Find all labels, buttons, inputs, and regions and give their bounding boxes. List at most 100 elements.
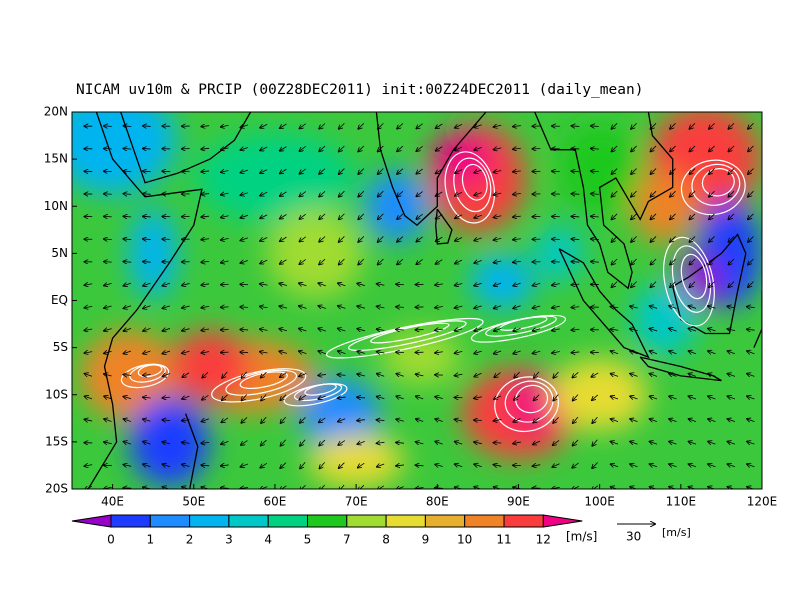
wind-arrow — [455, 215, 463, 219]
wind-arrow — [650, 236, 657, 242]
wind-arrow — [143, 419, 151, 421]
wind-arrow — [221, 417, 229, 422]
wind-arrow — [378, 168, 384, 175]
wind-arrow — [318, 374, 327, 375]
field-patch — [470, 254, 535, 309]
colorbar-label: 4 — [264, 533, 272, 547]
colorbar-label: 5 — [304, 533, 312, 547]
wind-arrow — [611, 351, 619, 354]
wind-arrow — [650, 123, 657, 129]
wind-arrow — [493, 238, 502, 240]
wind-arrow — [261, 394, 267, 401]
wind-arrow — [708, 441, 716, 444]
wind-arrow — [279, 283, 288, 285]
wind-arrow — [474, 328, 482, 331]
wind-arrow — [513, 328, 521, 331]
colorbar-box — [503, 514, 544, 528]
wind-arrow — [123, 351, 132, 354]
wind-arrow — [123, 283, 132, 286]
wind-arrow — [709, 213, 715, 220]
wind-arrow — [669, 419, 677, 422]
wind-arrow — [572, 372, 579, 377]
wind-arrow — [182, 442, 190, 443]
wind-arrow — [591, 239, 599, 240]
wind-arrow — [611, 145, 618, 152]
wind-arrow — [514, 394, 521, 400]
coast-india — [375, 112, 487, 226]
wind-arrow — [104, 262, 112, 263]
wind-arrow — [688, 396, 697, 399]
wind-arrow — [650, 281, 657, 288]
wind-arrow — [513, 239, 521, 240]
wind-arrow — [709, 168, 715, 175]
wind-arrow — [162, 374, 171, 377]
wind-arrow — [630, 351, 638, 354]
wind-arrow — [318, 328, 326, 331]
wind-arrow — [709, 123, 715, 129]
wind-arrow — [670, 190, 676, 197]
wind-arrow — [708, 329, 716, 331]
wind-arrow — [143, 262, 151, 263]
wind-arrow — [532, 329, 541, 331]
wind-arrow — [573, 416, 579, 423]
wind-arrow — [727, 441, 736, 444]
wind-arrow — [357, 420, 366, 421]
wind-arrow — [611, 419, 619, 422]
y-tick-label: 10N — [44, 199, 68, 213]
wind-arrow — [513, 148, 521, 149]
wind-arrow — [377, 442, 385, 443]
wind-arrow — [377, 397, 385, 399]
wind-arrow — [143, 441, 151, 444]
coast-java — [639, 356, 722, 382]
wind-arrow — [669, 441, 677, 444]
wind-arrow — [318, 306, 326, 309]
wind-arrow — [728, 145, 735, 152]
wind-arrow — [747, 374, 755, 377]
wind-arrow — [143, 306, 151, 309]
wind-arrow — [571, 262, 580, 263]
wind-arrow — [631, 281, 637, 288]
wind-arrow — [709, 190, 715, 197]
wind-arrow — [357, 441, 365, 444]
wind-arrow — [299, 259, 306, 264]
wind-arrow — [436, 168, 443, 173]
wind-arrow — [513, 351, 521, 354]
wind-arrow — [319, 484, 325, 489]
wind-arrow — [162, 306, 171, 309]
wind-arrow — [143, 464, 151, 467]
wind-arrow — [143, 239, 151, 240]
wind-arrow — [416, 442, 424, 444]
wind-arrow — [143, 194, 151, 195]
wind-arrow — [143, 171, 151, 172]
colorbar-box — [464, 514, 505, 528]
wind-arrow — [357, 306, 365, 308]
wind-arrow — [553, 371, 559, 378]
wind-arrow — [260, 352, 268, 353]
wind-arrow — [748, 145, 754, 152]
wind-arrow — [573, 394, 579, 401]
wind-arrow — [455, 442, 463, 445]
wind-arrow — [571, 216, 580, 217]
wind-arrow — [358, 123, 365, 129]
wind-arrow — [727, 396, 736, 399]
precip-contour — [129, 363, 166, 383]
wind-arrow — [670, 123, 676, 129]
wind-arrow — [728, 190, 735, 197]
wind-arrow — [280, 191, 287, 196]
wind-arrow — [300, 462, 306, 468]
wind-arrow — [397, 236, 404, 242]
wind-arrow — [474, 442, 482, 444]
wind-arrow — [202, 395, 209, 399]
wind-arrow — [455, 147, 463, 151]
coast-sumatra — [558, 248, 650, 359]
wind-arrow — [319, 236, 326, 242]
wind-arrow — [611, 236, 618, 242]
wind-arrow — [474, 464, 482, 467]
wind-arrow — [378, 236, 384, 242]
wind-arrow — [513, 194, 521, 195]
wind-arrow — [143, 283, 151, 286]
wind-arrow — [260, 170, 268, 173]
precip-contour — [325, 317, 484, 359]
wind-arrow — [748, 190, 754, 197]
x-tick-label: 70E — [345, 495, 368, 509]
